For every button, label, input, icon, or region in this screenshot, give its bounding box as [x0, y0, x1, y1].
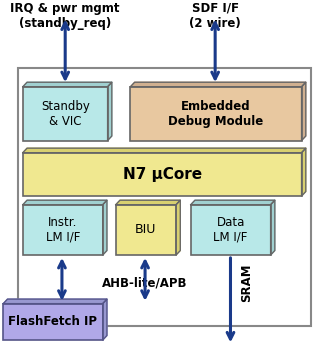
Polygon shape	[23, 200, 107, 205]
Polygon shape	[191, 200, 275, 205]
Text: AHB-lite/APB: AHB-lite/APB	[102, 276, 188, 289]
Polygon shape	[302, 148, 306, 196]
Text: IRQ & pwr mgmt
(standby_req): IRQ & pwr mgmt (standby_req)	[10, 2, 120, 30]
Polygon shape	[176, 200, 180, 255]
Text: Embedded
Debug Module: Embedded Debug Module	[168, 100, 264, 128]
Text: FlashFetch IP: FlashFetch IP	[8, 315, 97, 328]
Text: N7 μCore: N7 μCore	[123, 167, 202, 182]
Text: BIU: BIU	[135, 223, 156, 236]
Text: Instr.
LM I/F: Instr. LM I/F	[46, 216, 80, 244]
Bar	[191, 205, 271, 255]
Polygon shape	[271, 200, 275, 255]
Bar	[18, 68, 311, 326]
Bar	[23, 87, 108, 141]
Text: SRAM: SRAM	[240, 264, 253, 302]
Bar	[23, 205, 103, 255]
Polygon shape	[103, 299, 107, 340]
Polygon shape	[23, 148, 306, 153]
Polygon shape	[103, 200, 107, 255]
Text: Data
LM I/F: Data LM I/F	[214, 216, 248, 244]
Polygon shape	[130, 82, 306, 87]
Bar	[3, 304, 103, 340]
Text: SDF I/F
(2 wire): SDF I/F (2 wire)	[189, 2, 241, 30]
Text: Standby
& VIC: Standby & VIC	[41, 100, 90, 128]
Polygon shape	[23, 82, 112, 87]
Polygon shape	[302, 82, 306, 141]
Polygon shape	[108, 82, 112, 141]
Bar	[23, 153, 302, 196]
Bar	[130, 87, 302, 141]
Polygon shape	[116, 200, 180, 205]
Bar	[116, 205, 176, 255]
Polygon shape	[3, 299, 107, 304]
